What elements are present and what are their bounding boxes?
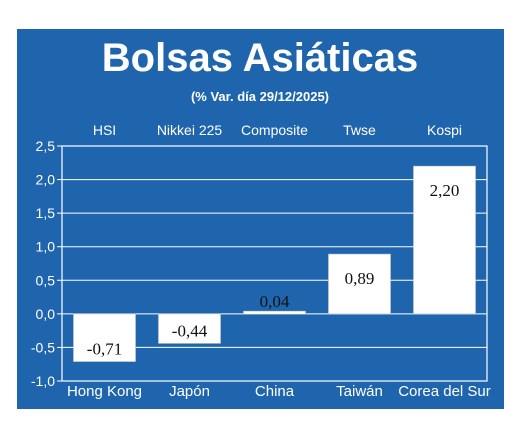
bar: [73, 313, 136, 362]
index-name-label: Twse: [343, 122, 376, 138]
y-tick-label: -0,5: [31, 339, 55, 355]
bar-chart: Bolsas Asiáticas (% Var. día 29/12/2025)…: [31, 36, 491, 400]
chart-panel: Bolsas Asiáticas (% Var. día 29/12/2025)…: [17, 29, 504, 409]
x-tick-label: Hong Kong: [67, 383, 142, 400]
x-tick-label: China: [255, 383, 295, 400]
data-label: -0,71: [87, 340, 122, 359]
y-tick-label: 0,5: [36, 272, 56, 288]
data-label: 0,89: [345, 269, 375, 288]
x-tick-label: Corea del Sur: [398, 383, 491, 400]
data-label: -0,44: [172, 321, 208, 340]
index-name-row: HSI Nikkei 225 Composite Twse Kospi: [93, 122, 462, 138]
chart-title: Bolsas Asiáticas: [102, 36, 418, 80]
bars: -0,71 -0,44 0,04 0,89 2,20: [73, 165, 476, 362]
index-name-label: Nikkei 225: [157, 122, 223, 138]
chart-subtitle: (% Var. día 29/12/2025): [191, 89, 329, 104]
bar: [328, 253, 391, 315]
x-tick-label: Japón: [169, 383, 210, 400]
index-name-label: Composite: [241, 122, 308, 138]
y-tick-label: 2,5: [36, 138, 56, 154]
y-tick-label: 1,5: [36, 205, 56, 221]
x-tick-label: Taiwán: [336, 383, 383, 400]
index-name-label: HSI: [93, 122, 116, 138]
x-axis: Hong Kong Japón China Taiwán Corea del Sur: [67, 383, 491, 400]
data-label: 2,20: [430, 181, 460, 200]
y-tick-label: 0,0: [36, 306, 56, 322]
bar: [158, 313, 221, 344]
y-axis: 2,5 2,0 1,5 1,0 0,5 0,0 -0,5 -1,0: [31, 138, 55, 389]
y-tick-label: 2,0: [36, 172, 56, 188]
index-name-label: Kospi: [427, 122, 462, 138]
bar: [413, 165, 476, 315]
y-tick-label: 1,0: [36, 239, 56, 255]
bar: [243, 310, 306, 315]
y-tick-label: -1,0: [31, 373, 55, 389]
data-label: 0,04: [260, 292, 290, 311]
